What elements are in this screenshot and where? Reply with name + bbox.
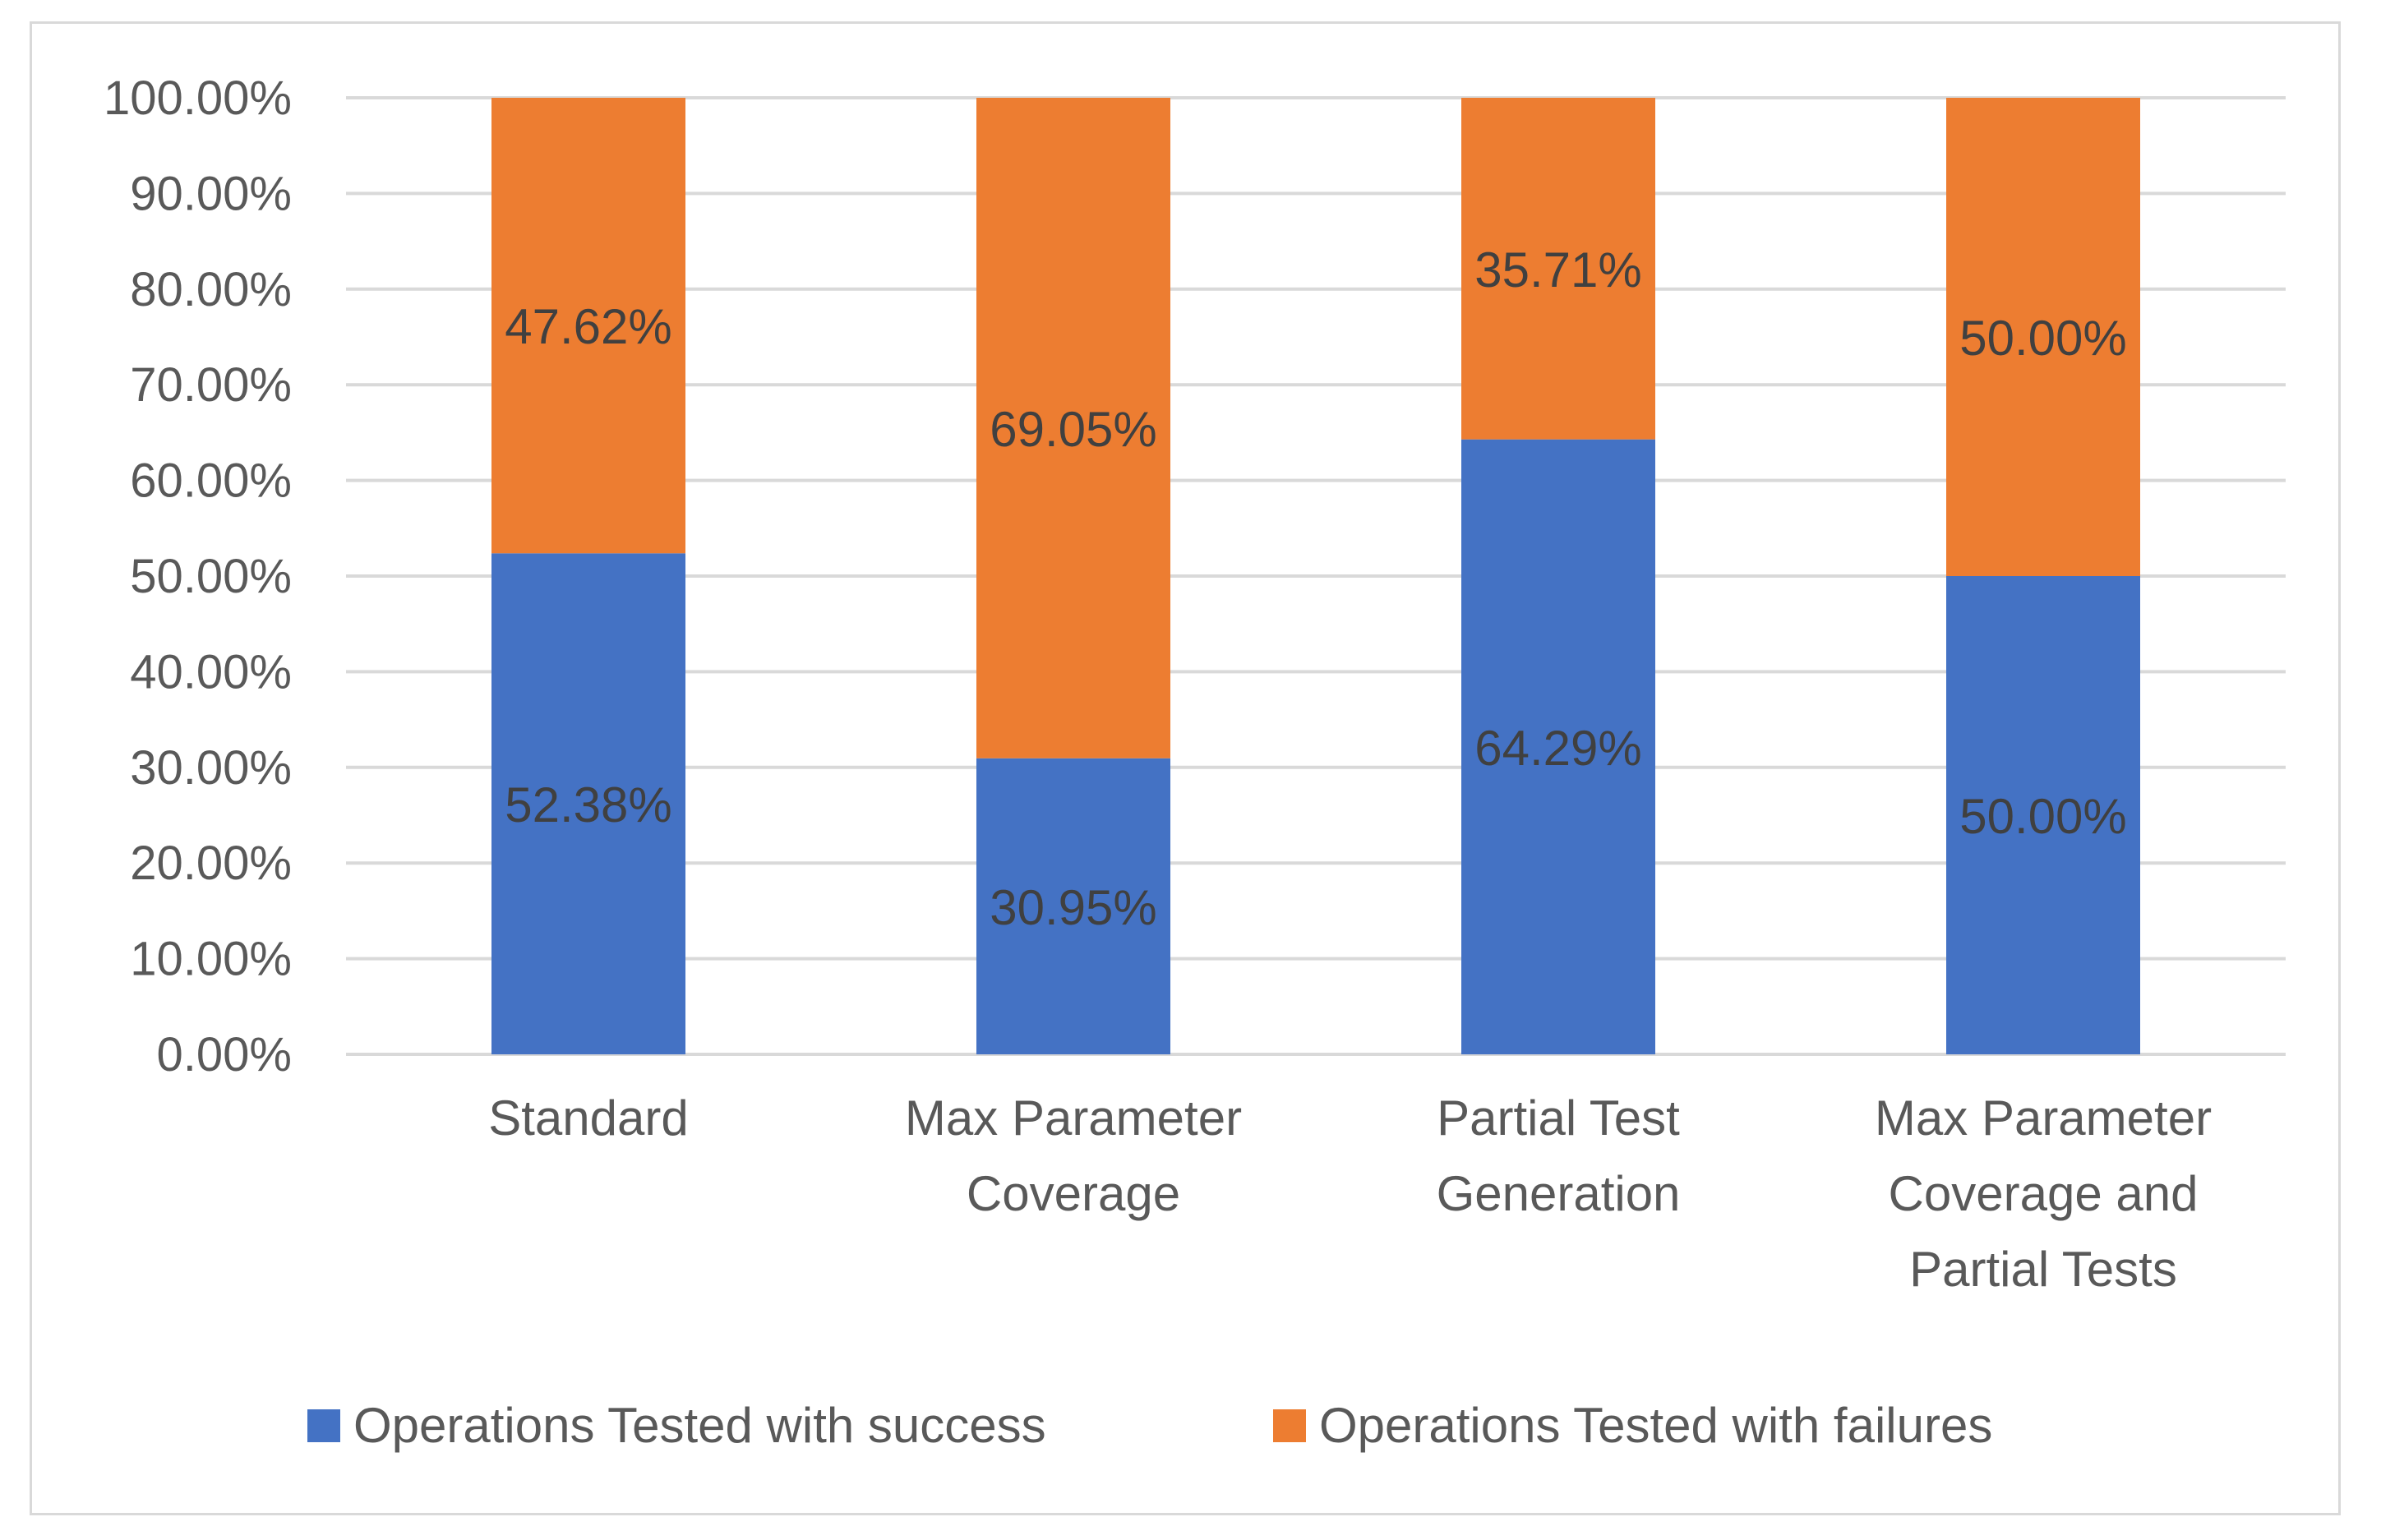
category-label: Max Parameter <box>1875 1090 2212 1146</box>
category-label: Coverage <box>967 1166 1180 1221</box>
y-tick-label: 90.00% <box>130 167 292 220</box>
data-label: 52.38% <box>505 777 672 832</box>
data-label: 47.62% <box>505 299 672 354</box>
y-axis-ticks: 0.00% 10.00% 20.00% 30.00% 40.00% 50.00% 60.00… <box>104 71 292 1081</box>
data-label: 50.00% <box>1959 311 2127 366</box>
x-axis-categories: Standard Max Parameter Coverage Partial Tes… <box>488 1090 2212 1297</box>
chart-frame: 0.00% 10.00% 20.00% 30.00% 40.00% 50.00% 60.00… <box>30 21 2341 1515</box>
bar-failures-3 <box>1946 98 2140 576</box>
category-label: Partial Tests <box>1909 1242 2177 1297</box>
y-tick-label: 0.00% <box>157 1028 292 1081</box>
bar-success-3 <box>1946 576 2140 1054</box>
y-tick-label: 100.00% <box>104 71 292 125</box>
data-labels: 52.38% 47.62% 30.95% 69.05% 64.29% 35.71% 50.0… <box>505 242 2127 935</box>
y-tick-label: 70.00% <box>130 358 292 412</box>
legend-swatch-failures <box>1273 1409 1306 1442</box>
legend-label: Operations Tested with success <box>353 1398 1046 1453</box>
bar-failures-0 <box>491 98 685 554</box>
data-label: 64.29% <box>1474 721 1642 776</box>
bar-failures-2 <box>1461 98 1655 440</box>
legend-label: Operations Tested with failures <box>1319 1398 1992 1453</box>
y-tick-label: 60.00% <box>130 454 292 508</box>
category-label: Standard <box>488 1090 689 1146</box>
category-label: Max Parameter <box>905 1090 1242 1146</box>
y-tick-label: 40.00% <box>130 645 292 699</box>
bars <box>491 98 2140 1054</box>
y-tick-label: 30.00% <box>130 741 292 795</box>
data-label: 69.05% <box>990 402 1157 457</box>
category-label: Generation <box>1437 1166 1681 1221</box>
y-tick-label: 20.00% <box>130 837 292 890</box>
y-tick-label: 10.00% <box>130 933 292 986</box>
data-label: 30.95% <box>990 880 1157 935</box>
category-label: Partial Test <box>1437 1090 1680 1146</box>
bar-failures-1 <box>976 98 1170 758</box>
bar-success-1 <box>976 758 1170 1054</box>
legend-swatch-success <box>307 1409 340 1442</box>
bar-success-0 <box>491 553 685 1054</box>
data-label: 50.00% <box>1959 789 2127 844</box>
y-tick-label: 50.00% <box>130 550 292 603</box>
category-label: Coverage and <box>1889 1166 2199 1221</box>
data-label: 35.71% <box>1474 242 1642 297</box>
legend: Operations Tested with success Operations… <box>307 1398 1992 1453</box>
bar-success-2 <box>1461 439 1655 1054</box>
y-tick-label: 80.00% <box>130 263 292 316</box>
stacked-bar-chart: 0.00% 10.00% 20.00% 30.00% 40.00% 50.00% 60.00… <box>104 71 2286 1453</box>
